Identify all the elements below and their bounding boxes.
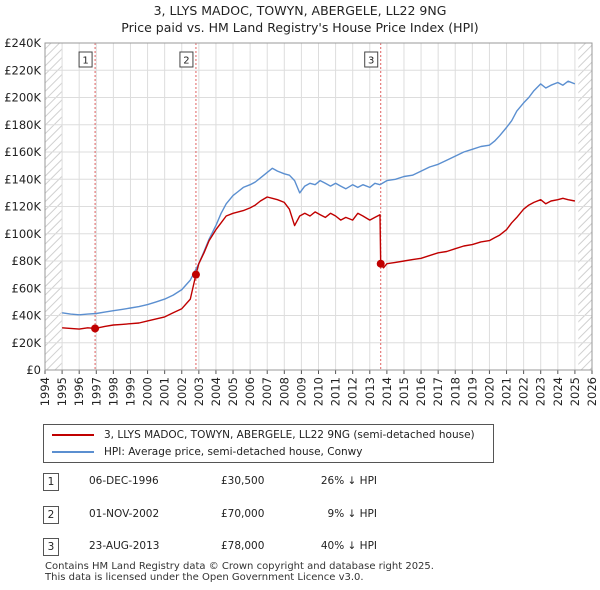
sale-point <box>91 324 100 333</box>
x-tick-label: 2013 <box>363 377 377 406</box>
x-tick-label: 1998 <box>106 377 120 406</box>
sale-point <box>376 259 385 268</box>
sale-point <box>191 270 200 279</box>
legend-swatch-hpi <box>52 451 94 453</box>
y-tick-label: £0 <box>26 363 41 377</box>
x-tick-label: 2014 <box>380 377 394 406</box>
x-tick-label: 2004 <box>209 377 223 406</box>
x-tick-label: 2006 <box>243 377 257 406</box>
x-tick-label: 2011 <box>329 377 343 406</box>
y-tick-label: £220K <box>4 63 41 77</box>
x-tick-label: 2018 <box>448 377 462 406</box>
x-tick-label: 2012 <box>346 377 360 406</box>
x-tick-label: 2019 <box>465 377 479 406</box>
x-tick-label: 2002 <box>175 377 189 406</box>
y-tick-label: £180K <box>4 118 41 132</box>
x-tick-label: 2008 <box>277 377 291 406</box>
sale-number-badge: 1 <box>43 473 59 491</box>
x-tick-label: 2020 <box>482 377 496 406</box>
sale-label-text: 1 <box>82 56 88 67</box>
legend-item-hpi: HPI: Average price, semi-detached house,… <box>52 444 362 460</box>
sale-hpi-diff: 9% ↓ HPI <box>327 508 377 520</box>
x-tick-label: 2023 <box>534 377 548 406</box>
x-tick-label: 1997 <box>89 377 103 406</box>
footer: Contains HM Land Registry data © Crown c… <box>45 561 434 583</box>
y-tick-label: £140K <box>4 172 41 186</box>
x-tick-label: 2007 <box>260 377 274 406</box>
x-tick-label: 2016 <box>414 377 428 406</box>
x-tick-label: 2010 <box>312 377 326 406</box>
legend-label-price: 3, LLYS MADOC, TOWYN, ABERGELE, LL22 9NG… <box>104 429 475 441</box>
x-tick-label: 1995 <box>55 377 69 406</box>
footer-copyright: Contains HM Land Registry data © Crown c… <box>45 561 434 572</box>
sale-hpi-diff: 40% ↓ HPI <box>320 540 377 552</box>
legend-item-price: 3, LLYS MADOC, TOWYN, ABERGELE, LL22 9NG… <box>52 427 475 443</box>
x-tick-label: 2001 <box>158 377 172 406</box>
hpi-line <box>61 80 576 316</box>
y-tick-label: £60K <box>12 281 42 295</box>
sale-label-text: 2 <box>183 56 189 67</box>
y-tick-label: £40K <box>12 309 42 323</box>
x-tick-label: 2022 <box>517 377 531 406</box>
x-tick-label: 2024 <box>551 377 565 406</box>
sale-label-text: 3 <box>368 56 374 67</box>
x-tick-label: 2003 <box>192 377 206 406</box>
footer-licence: This data is licensed under the Open Gov… <box>45 572 364 583</box>
sale-hpi-diff: 26% ↓ HPI <box>320 475 377 487</box>
legend-swatch-price <box>52 434 94 436</box>
y-tick-label: £20K <box>12 336 42 350</box>
chart-subtitle: Price paid vs. HM Land Registry's House … <box>121 20 479 35</box>
y-tick-label: £160K <box>4 145 41 159</box>
price-chart: 1 2 3 £0 £20K £40K £60K £80K £100K £120K £140K £16… <box>4 36 599 406</box>
x-tick-label: 2005 <box>226 377 240 406</box>
y-tick-label: £200K <box>4 91 41 105</box>
sale-price: £78,000 <box>221 540 265 552</box>
y-tick-label: £100K <box>4 227 41 241</box>
sale-price: £30,500 <box>221 475 265 487</box>
sale-date: 01-NOV-2002 <box>89 508 160 520</box>
x-tick-label: 2017 <box>431 377 445 406</box>
sale-price: £70,000 <box>221 508 265 520</box>
sale-label-box <box>364 51 379 68</box>
x-tick-label: 1999 <box>123 377 137 406</box>
plot-border <box>44 42 593 371</box>
x-tick-label: 2009 <box>294 377 308 406</box>
sale-number-badge: 3 <box>43 538 59 556</box>
y-tick-label: £120K <box>4 200 41 214</box>
price-paid-line <box>62 196 576 330</box>
legend: 3, LLYS MADOC, TOWYN, ABERGELE, LL22 9NG… <box>43 424 494 463</box>
x-tick-label: 2015 <box>397 377 411 406</box>
x-tick-label: 1996 <box>72 377 86 406</box>
legend-label-hpi: HPI: Average price, semi-detached house,… <box>104 446 363 458</box>
sale-date: 06-DEC-1996 <box>89 475 159 487</box>
sale-label-box <box>78 51 93 68</box>
x-tick-label: 2000 <box>141 377 155 406</box>
sale-label-box <box>179 51 194 68</box>
sale-number-badge: 2 <box>43 506 59 524</box>
x-tick-label: 2021 <box>500 377 514 406</box>
x-tick-label: 2025 <box>568 377 582 406</box>
y-tick-label: £80K <box>12 254 42 268</box>
sale-date: 23-AUG-2013 <box>89 540 160 552</box>
y-tick-label: £240K <box>4 36 41 50</box>
chart-title: 3, LLYS MADOC, TOWYN, ABERGELE, LL22 9NG <box>153 3 447 18</box>
x-tick-label: 2026 <box>585 377 599 406</box>
x-tick-label: 1994 <box>38 377 52 406</box>
